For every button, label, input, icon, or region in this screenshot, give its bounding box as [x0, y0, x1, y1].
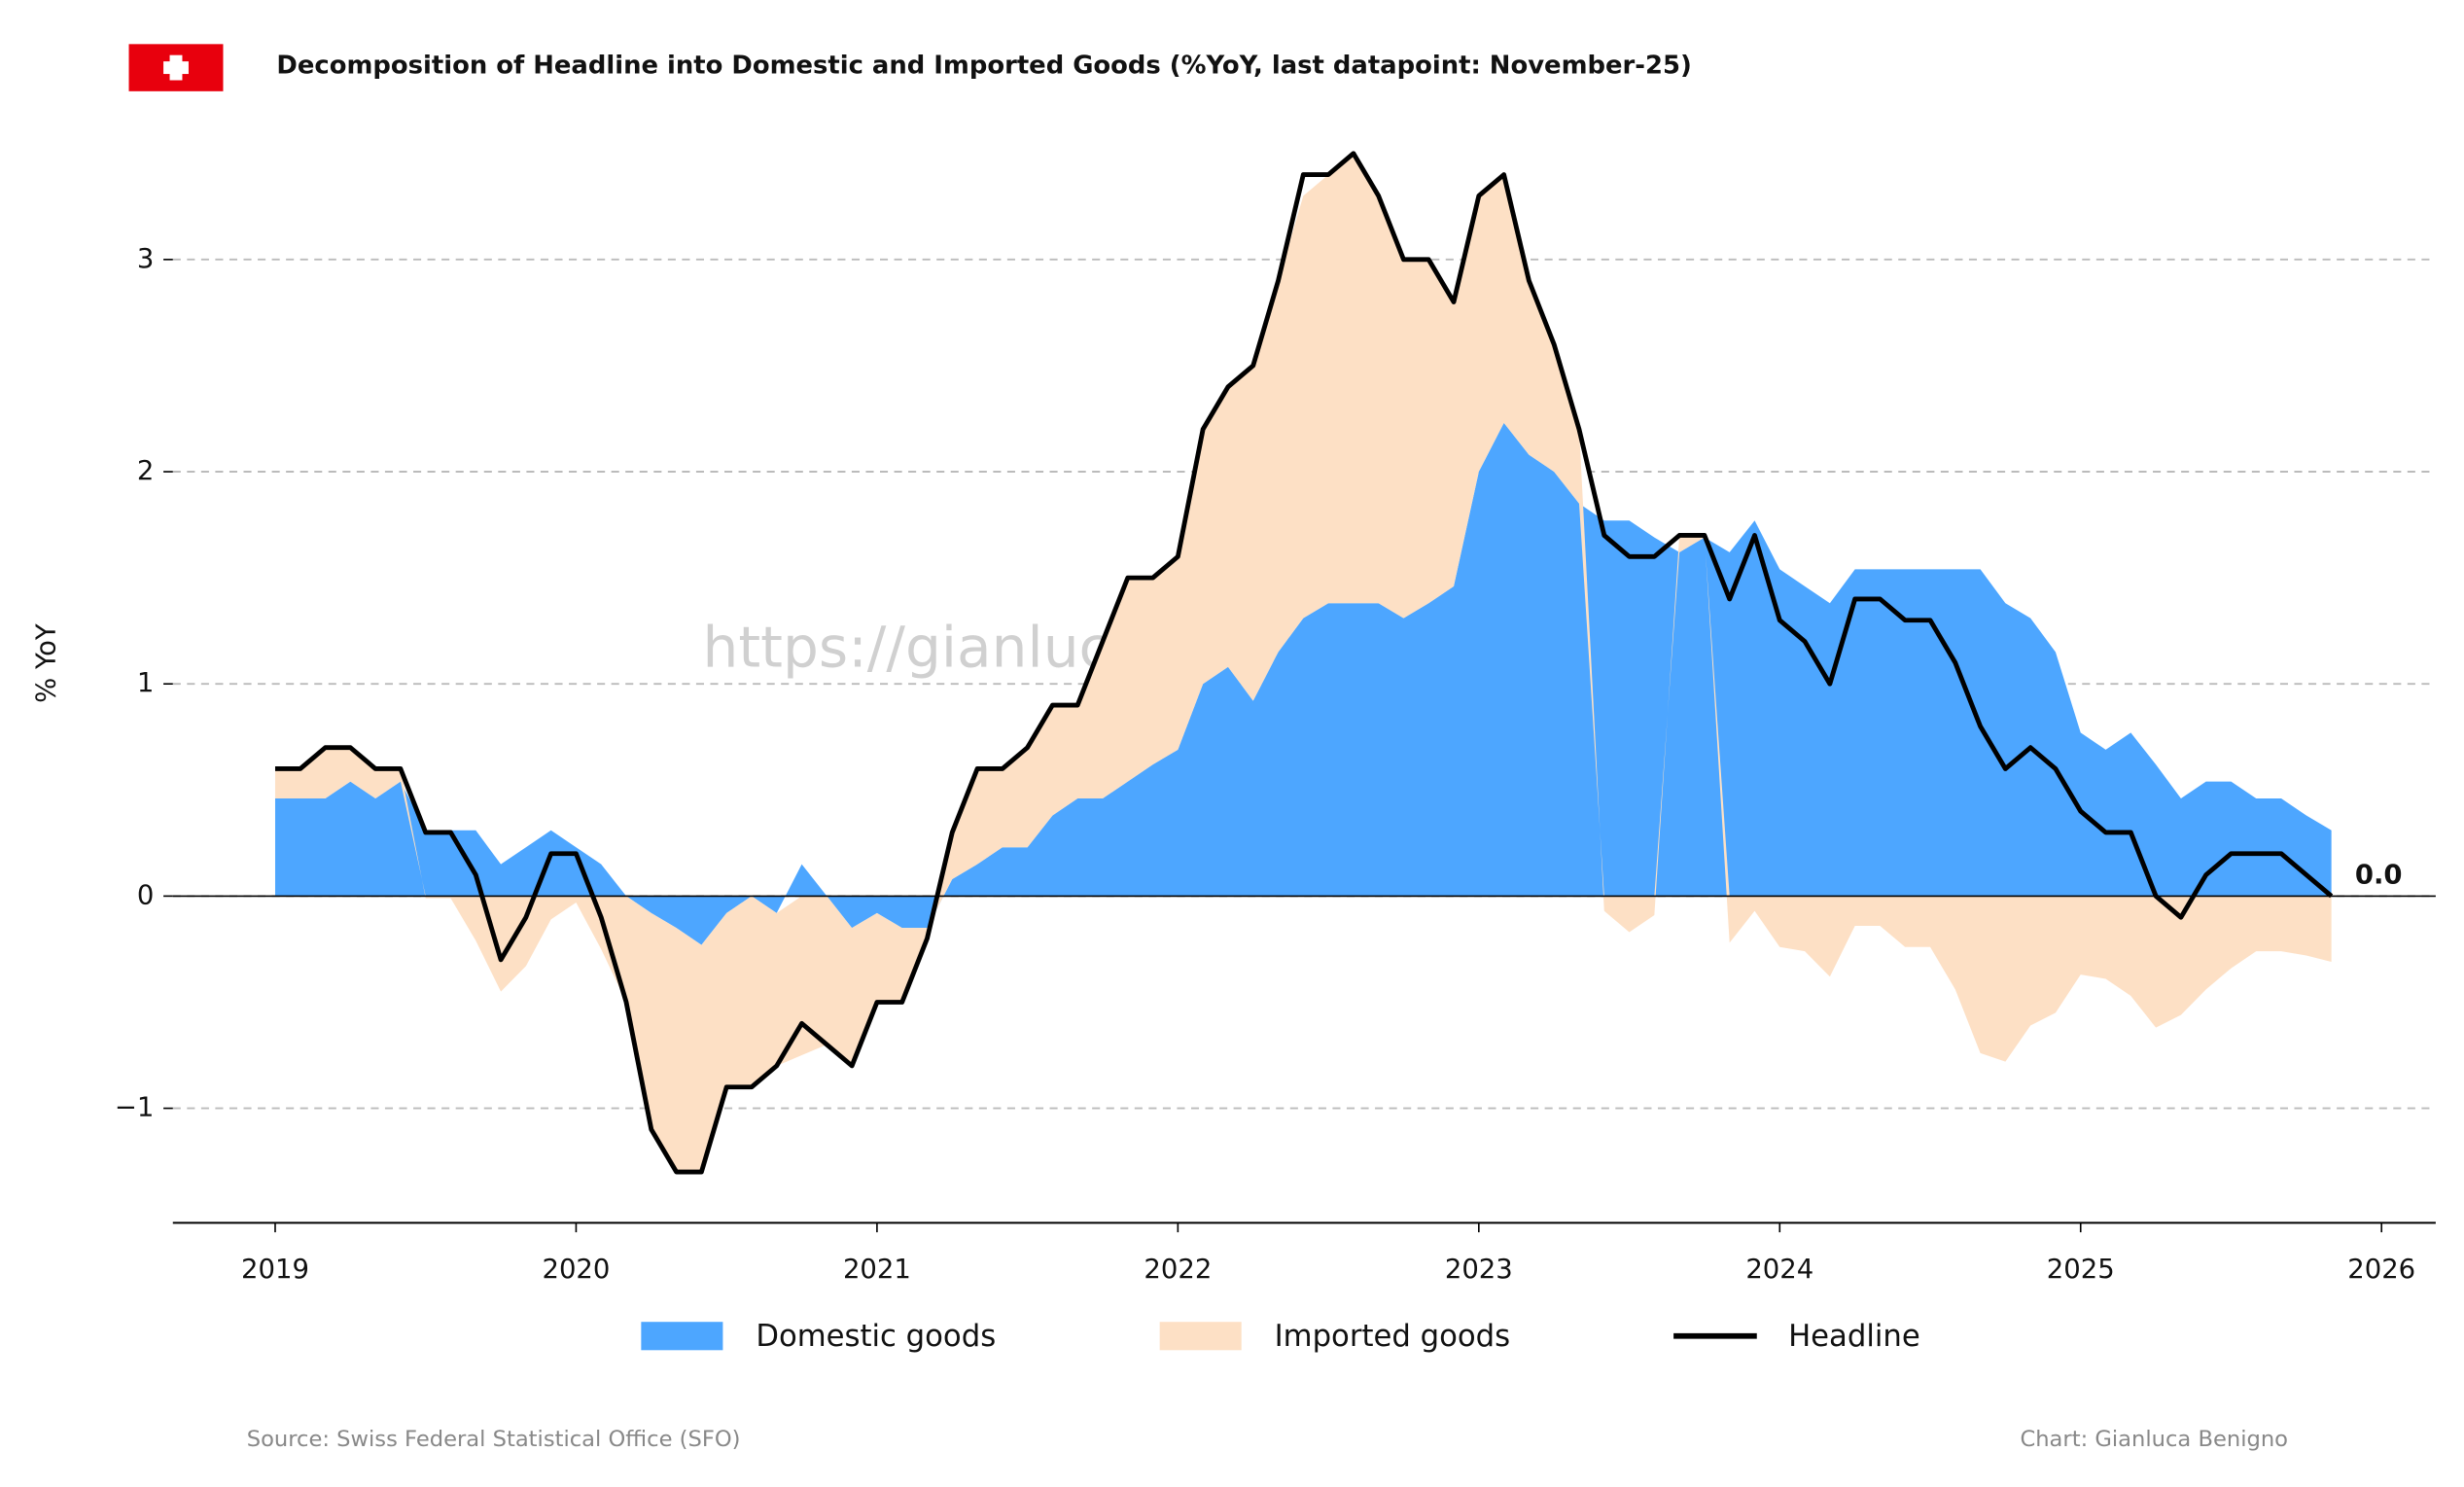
legend-label: Headline	[1788, 1320, 1920, 1354]
y-tick-label: 1	[137, 668, 154, 698]
flag	[128, 44, 224, 91]
x-tick-label: 2021	[843, 1255, 911, 1285]
chart-title: Decomposition of Headline into Domestic …	[276, 51, 1691, 80]
x-tick-label: 2019	[241, 1255, 309, 1285]
legend-swatch	[1159, 1322, 1242, 1351]
legend-item: Imported goods	[1159, 1320, 1510, 1354]
headline-line	[274, 151, 2334, 1175]
source: Source: Swiss Federal Statistical Office…	[247, 1427, 741, 1452]
x-tick-label: 2020	[542, 1255, 610, 1285]
x-tick-label: 2022	[1144, 1255, 1212, 1285]
x-tick-label: 2023	[1445, 1255, 1513, 1285]
legend-label: Imported goods	[1275, 1320, 1510, 1354]
legend-label: Domestic goods	[756, 1320, 996, 1354]
y-tick-label: −1	[115, 1093, 155, 1123]
y-tick-label: 2	[137, 456, 154, 486]
area	[274, 422, 2332, 945]
legend-item: Domestic goods	[641, 1320, 996, 1354]
area	[274, 153, 2332, 1173]
last-value-label: 0.0	[2355, 860, 2403, 890]
y-tick-label: 0	[137, 880, 154, 910]
legend-item: Headline	[1673, 1320, 1920, 1354]
x-tick-label: 2026	[2347, 1255, 2415, 1285]
y-tick-label: 3	[137, 244, 154, 274]
x-tick-label: 2025	[2047, 1255, 2115, 1285]
x-tick-label: 2024	[1745, 1255, 1813, 1285]
legend-swatch	[641, 1322, 723, 1351]
credit: Chart: Gianluca Benigno	[2020, 1427, 2288, 1452]
y-axis-label: % YoY	[31, 623, 61, 703]
